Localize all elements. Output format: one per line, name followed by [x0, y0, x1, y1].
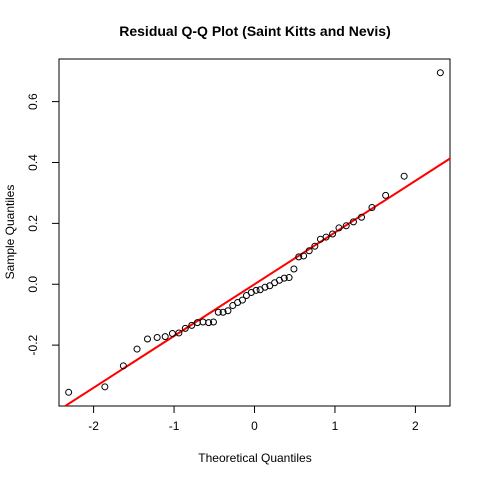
- data-point: [242, 292, 250, 300]
- x-tick-label: -1: [169, 419, 180, 433]
- data-point: [358, 213, 366, 221]
- data-point: [205, 319, 213, 327]
- y-axis: -0.2 0.0 0.2 0.4 0.6: [26, 93, 60, 355]
- data-point: [400, 172, 408, 180]
- data-point: [65, 388, 73, 396]
- data-points: [65, 69, 444, 396]
- data-point: [181, 324, 189, 332]
- x-tick-label: -2: [88, 419, 99, 433]
- y-tick-label: -0.2: [26, 334, 40, 355]
- data-point: [214, 308, 222, 316]
- data-point: [133, 345, 141, 353]
- data-point: [161, 333, 169, 341]
- data-point: [311, 242, 319, 250]
- y-tick-label: 0.6: [26, 93, 40, 110]
- data-point: [436, 69, 444, 77]
- data-point: [224, 307, 232, 315]
- data-point: [305, 247, 313, 255]
- x-tick-label: 1: [332, 419, 339, 433]
- data-point: [322, 233, 330, 241]
- data-point: [290, 265, 298, 273]
- data-point: [219, 308, 227, 316]
- y-tick-label: 0.0: [26, 276, 40, 293]
- data-point: [143, 335, 151, 343]
- x-tick-label: 0: [251, 419, 258, 433]
- data-point: [280, 274, 288, 282]
- plot-area: [63, 69, 450, 406]
- data-point: [349, 218, 357, 226]
- data-point: [329, 230, 337, 238]
- data-point: [188, 321, 196, 329]
- data-point: [153, 334, 161, 342]
- data-point: [119, 362, 127, 370]
- data-point: [238, 296, 246, 304]
- data-point: [252, 286, 260, 294]
- data-point: [342, 222, 350, 230]
- data-point: [335, 224, 343, 232]
- data-point: [229, 302, 237, 310]
- data-point: [300, 252, 308, 260]
- data-point: [209, 318, 217, 326]
- data-point: [295, 253, 303, 261]
- y-axis-label: Sample Quantiles: [3, 185, 17, 280]
- data-point: [266, 282, 274, 290]
- data-point: [101, 383, 109, 391]
- x-tick-label: 2: [412, 419, 419, 433]
- data-point: [382, 191, 390, 199]
- data-point: [261, 283, 269, 291]
- data-point: [285, 274, 293, 282]
- data-point: [368, 204, 376, 212]
- chart-title: Residual Q-Q Plot (Saint Kitts and Nevis…: [119, 23, 390, 39]
- y-tick-label: 0.2: [26, 215, 40, 232]
- y-tick-label: 0.4: [26, 154, 40, 171]
- x-axis: -2 -1 0 1 2: [88, 405, 419, 433]
- x-axis-label: Theoretical Quantiles: [198, 451, 311, 465]
- reference-line: [63, 157, 450, 406]
- data-point: [175, 329, 183, 337]
